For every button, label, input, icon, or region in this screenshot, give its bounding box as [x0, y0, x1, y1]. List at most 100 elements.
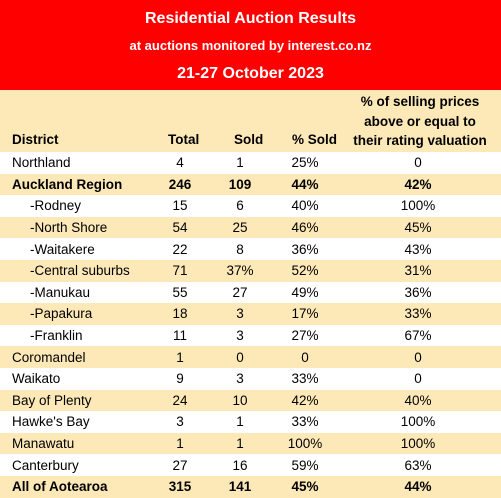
cell-sold: 3 — [205, 367, 275, 390]
cell-total: 11 — [155, 324, 205, 347]
cell-pct-sold: 42% — [275, 389, 335, 412]
cell-district: -Franklin — [0, 324, 155, 347]
cell-district: -Central suburbs — [0, 259, 155, 282]
cell-sold: 3 — [205, 324, 275, 347]
cell-pct-sold: 17% — [275, 303, 335, 325]
column-header-row: District Total Sold % Sold % of selling … — [0, 90, 501, 152]
cell-sold: 109 — [205, 173, 275, 196]
table-row: Manawatu 1 1 100% 100% — [0, 432, 501, 455]
cell-total: 24 — [155, 389, 205, 412]
table-row: Hawke's Bay 3 1 33% 100% — [0, 411, 501, 433]
cell-total: 315 — [155, 475, 205, 498]
column-header-pct-sold: % Sold — [292, 132, 338, 147]
cell-district: Waikato — [0, 367, 155, 390]
cell-district: Coromandel — [0, 346, 155, 368]
results-header: Residential Auction Results at auctions … — [0, 0, 501, 90]
cell-sold: 10 — [205, 389, 275, 412]
cell-sold: 1 — [205, 411, 275, 433]
cell-sold: 8 — [205, 238, 275, 260]
cell-district: Hawke's Bay — [0, 411, 155, 433]
cell-pct-sold: 25% — [275, 152, 335, 174]
cell-sold: 27 — [205, 281, 275, 304]
cell-total: 1 — [155, 432, 205, 455]
cell-pct-above: 42% — [335, 173, 501, 196]
cell-pct-above: 45% — [335, 216, 501, 239]
cell-district: Auckland Region — [0, 173, 155, 196]
cell-sold: 25 — [205, 216, 275, 239]
cell-total: 18 — [155, 303, 205, 325]
cell-total: 4 — [155, 152, 205, 174]
column-header-district: District — [12, 132, 59, 147]
cell-pct-above: 100% — [335, 195, 501, 217]
table-row: Waikato 9 3 33% 0 — [0, 367, 501, 390]
table-row: -Manukau 55 27 49% 36% — [0, 281, 501, 304]
cell-district: -Waitakere — [0, 238, 155, 260]
page-title: Residential Auction Results — [145, 10, 356, 27]
cell-total: 54 — [155, 216, 205, 239]
date-range: 21-27 October 2023 — [177, 65, 324, 82]
column-header-total: Total — [168, 132, 200, 147]
column-header-sold: Sold — [234, 132, 264, 147]
cell-sold: 16 — [205, 454, 275, 476]
table-row: Bay of Plenty 24 10 42% 40% — [0, 389, 501, 412]
cell-pct-sold: 52% — [275, 259, 335, 282]
cell-pct-above: 0 — [335, 152, 501, 174]
table-row: -Papakura 18 3 17% 33% — [0, 303, 501, 325]
cell-pct-above: 100% — [335, 432, 501, 455]
cell-pct-sold: 44% — [275, 173, 335, 196]
cell-pct-sold: 27% — [275, 324, 335, 347]
table-row: -North Shore 54 25 46% 45% — [0, 216, 501, 239]
cell-pct-sold: 45% — [275, 475, 335, 498]
cell-pct-sold: 100% — [275, 432, 335, 455]
cell-district: All of Aotearoa — [0, 475, 155, 498]
cell-district: Bay of Plenty — [0, 389, 155, 412]
cell-sold: 37% — [205, 259, 275, 282]
column-header-pct-above-line3: their rating valuation — [353, 133, 487, 148]
cell-total: 22 — [155, 238, 205, 260]
table-row: -Rodney 15 6 40% 100% — [0, 195, 501, 217]
cell-total: 27 — [155, 454, 205, 476]
cell-sold: 1 — [205, 152, 275, 174]
cell-pct-sold: 40% — [275, 195, 335, 217]
cell-district: Northland — [0, 152, 155, 174]
cell-pct-sold: 36% — [275, 238, 335, 260]
cell-pct-sold: 33% — [275, 411, 335, 433]
cell-pct-above: 0 — [335, 367, 501, 390]
cell-total: 9 — [155, 367, 205, 390]
table-row: -Central suburbs 71 37% 52% 31% — [0, 259, 501, 282]
cell-district: Manawatu — [0, 432, 155, 455]
cell-pct-above: 44% — [335, 475, 501, 498]
cell-pct-sold: 59% — [275, 454, 335, 476]
table-row: Canterbury 27 16 59% 63% — [0, 454, 501, 476]
cell-total: 1 — [155, 346, 205, 368]
cell-total: 246 — [155, 173, 205, 196]
cell-pct-sold: 49% — [275, 281, 335, 304]
cell-sold: 6 — [205, 195, 275, 217]
table-row: -Franklin 11 3 27% 67% — [0, 324, 501, 347]
page-subtitle: at auctions monitored by interest.co.nz — [129, 38, 372, 53]
cell-total: 71 — [155, 259, 205, 282]
cell-total: 15 — [155, 195, 205, 217]
cell-sold: 1 — [205, 432, 275, 455]
table-row: Auckland Region 246 109 44% 42% — [0, 173, 501, 196]
cell-district: -Rodney — [0, 195, 155, 217]
table-row: Northland 4 1 25% 0 — [0, 152, 501, 174]
cell-pct-above: 40% — [335, 389, 501, 412]
cell-pct-sold: 33% — [275, 367, 335, 390]
cell-sold: 0 — [205, 346, 275, 368]
cell-pct-above: 43% — [335, 238, 501, 260]
column-header-pct-above-line1: % of selling prices — [360, 94, 480, 109]
table-row: All of Aotearoa 315 141 45% 44% — [0, 475, 501, 498]
column-header-pct-above: % of selling prices above or equal to th… — [340, 92, 500, 151]
cell-pct-sold: 0 — [275, 346, 335, 368]
cell-pct-above: 36% — [335, 281, 501, 304]
cell-district: -North Shore — [0, 216, 155, 239]
cell-sold: 3 — [205, 303, 275, 325]
cell-pct-above: 0 — [335, 346, 501, 368]
cell-district: Canterbury — [0, 454, 155, 476]
cell-total: 3 — [155, 411, 205, 433]
table-row: -Waitakere 22 8 36% 43% — [0, 238, 501, 260]
cell-pct-above: 33% — [335, 303, 501, 325]
results-table: Northland 4 1 25% 0 Auckland Region 246 … — [0, 152, 501, 498]
column-header-pct-above-line2: above or equal to — [364, 113, 476, 129]
